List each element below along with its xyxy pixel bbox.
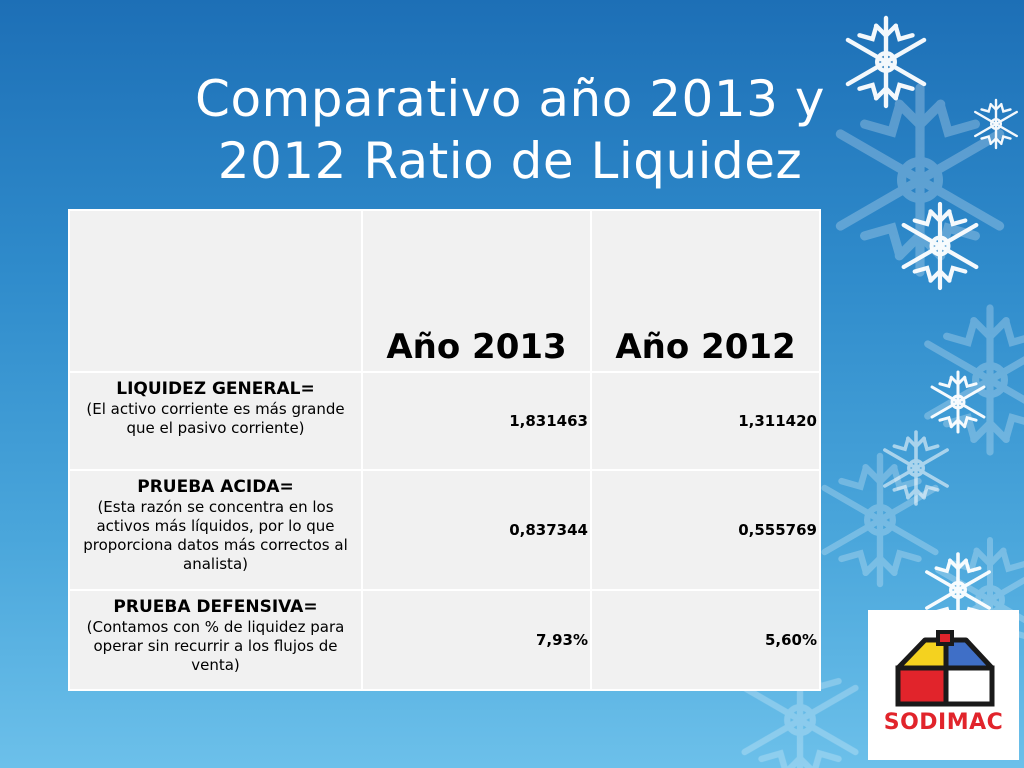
slide-title-line2: 2012 Ratio de Liquidez (217, 132, 803, 190)
table-row: LIQUIDEZ GENERAL= (El activo corriente e… (68, 371, 821, 471)
row-label: LIQUIDEZ GENERAL= (El activo corriente e… (68, 371, 363, 471)
value-2012: 1,311420 (590, 371, 821, 471)
value-2012: 0,555769 (590, 469, 821, 591)
sodimac-logo: SODIMAC (868, 610, 1019, 760)
value-2013: 1,831463 (361, 371, 592, 471)
slide-title: Comparativo año 2013 y 2012 Ratio de Liq… (160, 68, 860, 192)
ratio-description: (El activo corriente es más grande que e… (86, 400, 345, 437)
logo-wordmark: SODIMAC (883, 710, 1004, 735)
header-2012: Año 2012 (590, 209, 821, 373)
header-2013: Año 2013 (361, 209, 592, 373)
value-2012: 5,60% (590, 589, 821, 691)
row-label: PRUEBA ACIDA= (Esta razón se concentra e… (68, 469, 363, 591)
ratio-description: (Contamos con % de liquidez para operar … (86, 618, 345, 674)
ratio-name: PRUEBA DEFENSIVA= (113, 597, 318, 617)
house-icon (895, 630, 995, 707)
table-row: PRUEBA ACIDA= (Esta razón se concentra e… (68, 469, 821, 591)
header-empty (68, 209, 363, 373)
ratio-name: LIQUIDEZ GENERAL= (116, 379, 315, 399)
value-2013: 7,93% (361, 589, 592, 691)
ratio-description: (Esta razón se concentra en los activos … (83, 498, 348, 573)
value-2013: 0,837344 (361, 469, 592, 591)
liquidity-ratio-table: Año 2013 Año 2012 LIQUIDEZ GENERAL= (El … (68, 209, 821, 691)
slide-title-line1: Comparativo año 2013 y (195, 70, 825, 128)
ratio-name: PRUEBA ACIDA= (137, 477, 294, 497)
table-header-row: Año 2013 Año 2012 (68, 209, 821, 373)
row-label: PRUEBA DEFENSIVA= (Contamos con % de liq… (68, 589, 363, 691)
table-row: PRUEBA DEFENSIVA= (Contamos con % de liq… (68, 589, 821, 691)
